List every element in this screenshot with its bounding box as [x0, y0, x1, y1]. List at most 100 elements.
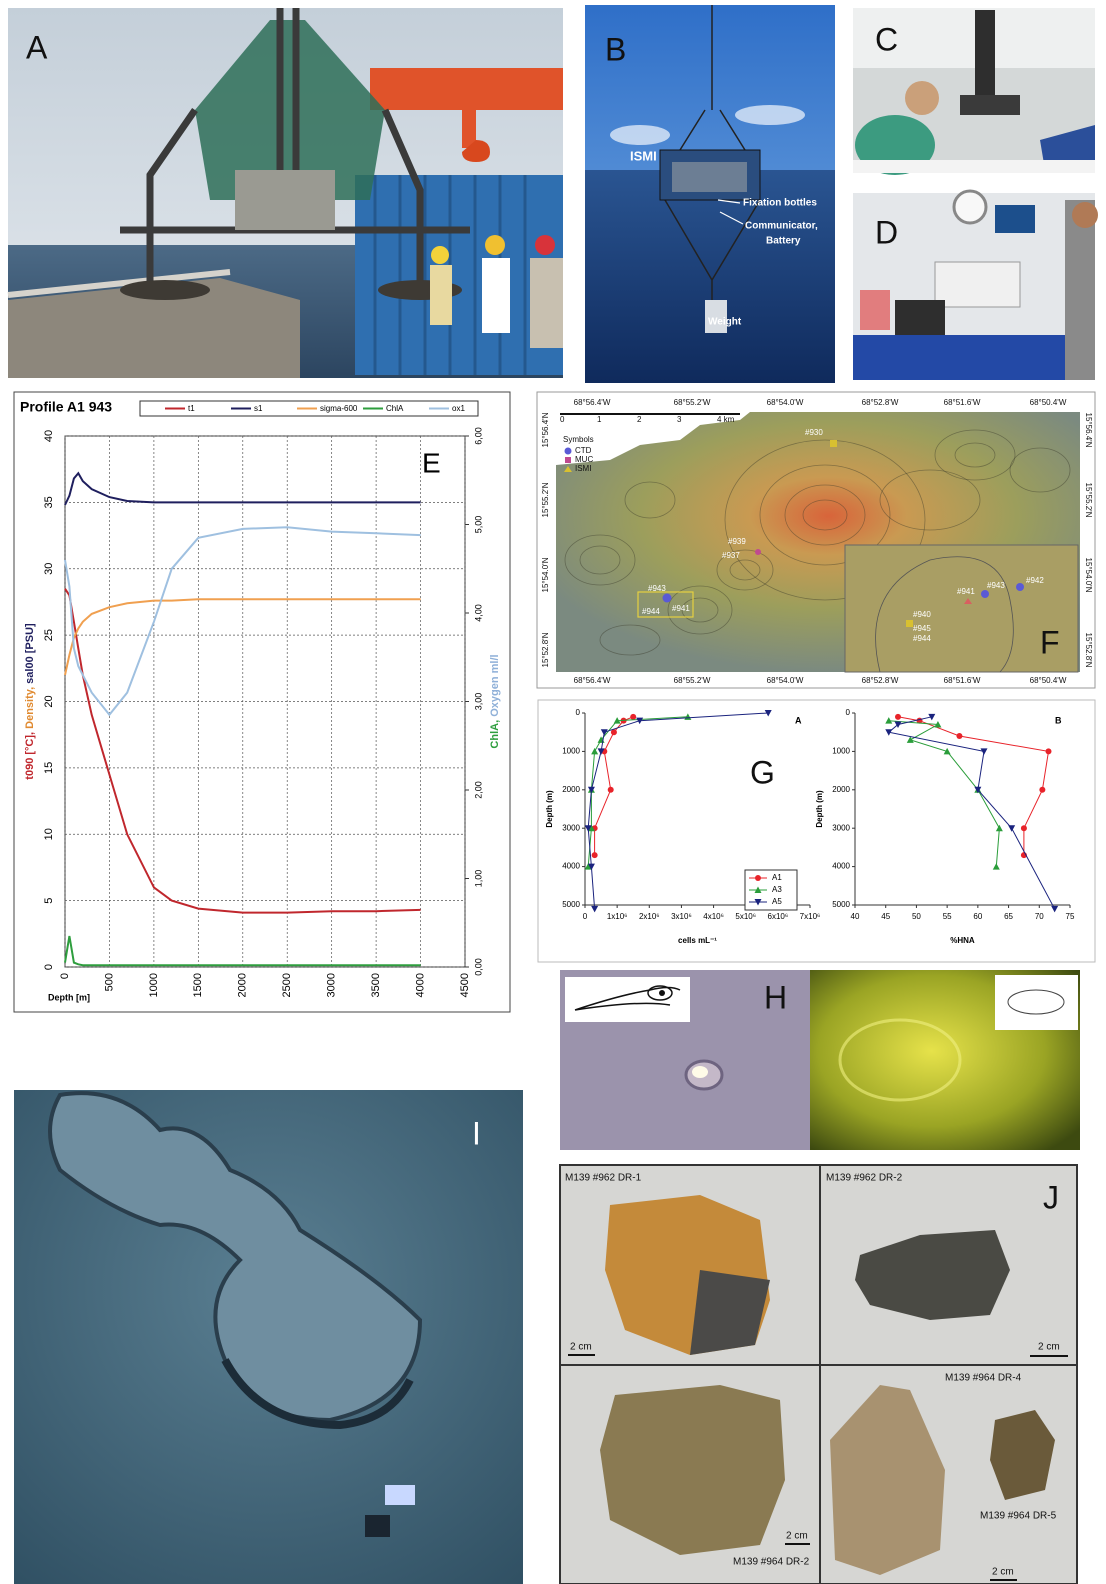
y-tick-label: 25 — [43, 629, 55, 641]
data-point — [895, 714, 901, 720]
latitude-label: 15°52.8'N — [1084, 633, 1093, 668]
photo-a-part — [535, 235, 555, 255]
station-label: #944 — [642, 607, 660, 616]
station-label: #945 — [913, 624, 931, 633]
x-tick-label: 2000 — [237, 973, 249, 997]
photo-i-part — [365, 1515, 390, 1537]
photo-c-part — [975, 10, 995, 100]
longitude-label: 68°51.6'W — [944, 676, 981, 685]
latitude-label: 15°54.0'N — [1084, 558, 1093, 593]
panel-label: I — [472, 1115, 481, 1151]
micrographs-h-part — [565, 977, 690, 1022]
map-f-part — [1016, 583, 1024, 591]
x-tick-label: 1000 — [148, 973, 160, 997]
station-label: #930 — [805, 428, 823, 437]
y-tick-label: 5 — [43, 898, 55, 904]
station-label: #942 — [1026, 576, 1044, 585]
y2-tick-label: 0,00 — [473, 958, 483, 976]
photo-d: D — [853, 191, 1098, 380]
annotation: Fixation bottles — [743, 198, 817, 209]
photo-c-part — [960, 95, 1020, 115]
x-tick-label: 500 — [103, 973, 115, 991]
latitude-label: 15°55.2'N — [541, 482, 550, 517]
y-tick-label: 15 — [43, 762, 55, 774]
corner-label: A — [795, 715, 802, 725]
data-point — [608, 787, 614, 793]
panel-label: H — [764, 979, 787, 1015]
photo-b: ISMI Fixation bottles Communicator, Batt… — [585, 5, 835, 383]
panel-label: C — [875, 21, 898, 57]
y-tick-label: 2000 — [832, 785, 850, 794]
y-tick-label: 3000 — [562, 823, 580, 832]
y-tick-label: 2000 — [562, 785, 580, 794]
station-label: #943 — [648, 584, 666, 593]
station-label: #943 — [987, 581, 1005, 590]
photo-b-part — [735, 105, 805, 125]
y-tick-label: 1000 — [562, 747, 580, 756]
y2-tick-label: 4,00 — [473, 604, 483, 622]
station-label: #944 — [913, 634, 931, 643]
x-tick-label: 60 — [973, 912, 982, 921]
x-tick-label: 0 — [59, 973, 71, 979]
annotation: Battery — [766, 236, 801, 247]
x-tick-label: 6x10⁶ — [768, 912, 789, 921]
panel-label: B — [605, 31, 626, 67]
y2-tick-label: 5,00 — [473, 516, 483, 534]
map-f-part — [755, 549, 761, 555]
axis-label-part: t090 [°C], — [24, 729, 36, 780]
axis-label: t090 [°C], Density, sal00 [PSU] — [24, 623, 36, 780]
sample-label: M139 #964 DR-2 — [733, 1557, 810, 1568]
legend-title: Symbols — [563, 435, 594, 444]
x-tick-label: 7x10⁶ — [800, 912, 821, 921]
y-tick-label: 5000 — [562, 900, 580, 909]
corner-label: E — [422, 447, 441, 478]
y-tick-label: 40 — [43, 430, 55, 442]
photo-c-part — [905, 81, 939, 115]
x-tick-label: 45 — [881, 912, 890, 921]
data-point — [1039, 787, 1045, 793]
x-tick-label: 40 — [851, 912, 860, 921]
latitude-label: 15°56.4'N — [1084, 413, 1093, 448]
longitude-label: 68°52.8'W — [862, 676, 899, 685]
map-f-part-part — [565, 448, 572, 455]
longitude-label: 68°52.8'W — [862, 398, 899, 407]
legend-label: CTD — [575, 446, 592, 455]
axis-label: Depth (m) — [545, 790, 554, 828]
x-tick-label: 50 — [912, 912, 921, 921]
photo-d-part — [1072, 202, 1098, 228]
legend-label: ChlA — [386, 404, 404, 413]
map-f: 0 1 2 3 4 km Symbols CTD MUC ISMI #930 #… — [537, 392, 1095, 688]
data-point — [630, 714, 636, 720]
axis-label-part: Density, — [24, 684, 36, 729]
photo-c-part — [853, 160, 1095, 173]
photo-i: I — [14, 1090, 523, 1584]
scale-label: 0 — [560, 415, 565, 424]
panel-label: F — [1040, 624, 1060, 660]
scale-label: 2 cm — [570, 1342, 592, 1353]
photo-a-part — [235, 170, 335, 230]
figure: A ISMI Fixation bottles Communicator, Ba… — [0, 0, 1106, 1584]
legend-label: s1 — [254, 404, 263, 413]
photo-a-part — [485, 235, 505, 255]
x-tick-label: 2500 — [281, 973, 293, 997]
longitude-label: 68°55.2'W — [674, 676, 711, 685]
data-point — [1046, 748, 1052, 754]
map-f-part — [981, 590, 989, 598]
y-tick-label: 0 — [576, 708, 581, 717]
legend-label: ISMI — [575, 464, 591, 473]
annotation: Weight — [708, 317, 742, 328]
sample-label: M139 #964 DR-4 — [945, 1373, 1022, 1384]
chart-title: Profile A1 943 — [20, 399, 112, 415]
y-tick-label: 30 — [43, 563, 55, 575]
station-label: #941 — [672, 604, 690, 613]
scale-label: 2 — [637, 415, 642, 424]
axis-label-part: Oxygen ml/l — [489, 654, 501, 716]
y-tick-label: 35 — [43, 496, 55, 508]
sample-label: M139 #962 DR-1 — [565, 1173, 642, 1184]
longitude-label: 68°50.4'W — [1030, 398, 1067, 407]
panel-label: J — [1043, 1179, 1059, 1215]
x-tick-label: 3500 — [370, 973, 382, 997]
x-tick-label: 75 — [1066, 912, 1075, 921]
photo-a-part — [431, 246, 449, 264]
legend-marker — [755, 875, 761, 881]
